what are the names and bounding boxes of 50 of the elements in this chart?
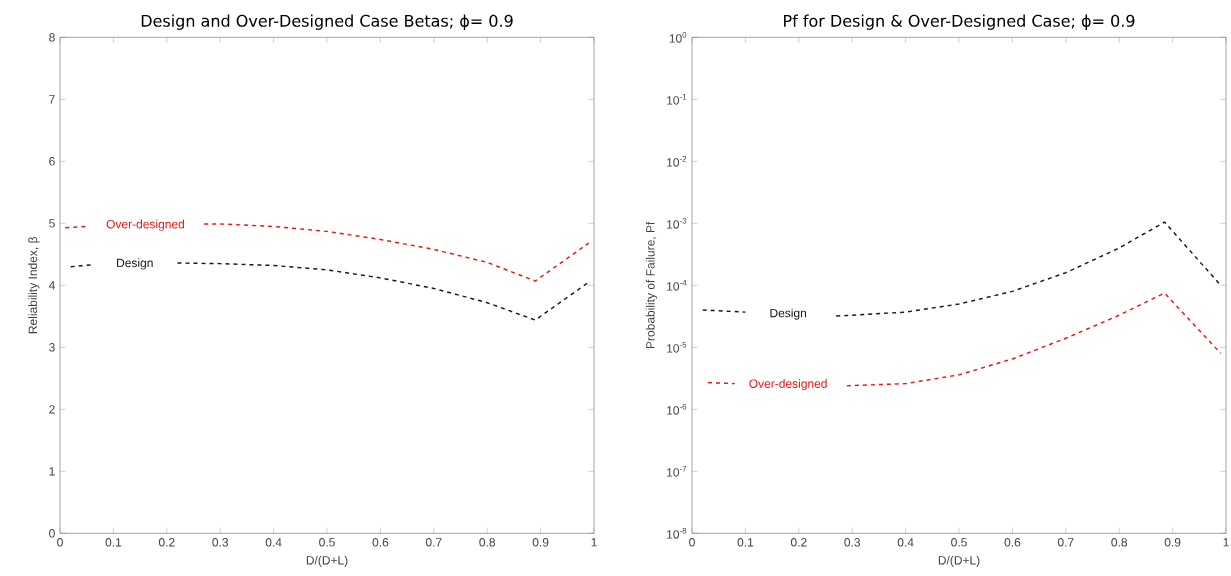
x-tick-label: 0.9 <box>532 538 549 547</box>
x-tick-label: 0.3 <box>844 538 861 547</box>
y-tick-label: 10$^{0}$ <box>669 31 687 43</box>
x-tick-label: 0.4 <box>265 538 282 547</box>
text: Design <box>770 308 807 320</box>
x-tick-label: 0.6 <box>372 538 389 547</box>
x-tick-label: 0.6 <box>1004 538 1021 547</box>
y-tick-label: 10$^{-3}$ <box>667 217 687 229</box>
y-tick-label: 2 <box>49 405 55 414</box>
y-tick-label: 10$^{-5}$ <box>667 341 687 353</box>
y-tick-label: 10$^{-1}$ <box>667 93 687 105</box>
y-tick-label: 5 <box>49 219 55 228</box>
x-tick-label: 0.8 <box>1111 538 1128 547</box>
x-tick-label: 0.2 <box>790 538 807 547</box>
y-tick-label: 6 <box>49 157 55 166</box>
y-tick-label: 8 <box>49 33 55 42</box>
chart-title: Design and Over-Designed Case Betas; ϕ= 0.9 <box>141 14 513 30</box>
x-axis-title: D/(D+L) <box>938 555 980 567</box>
x-tick-label: 1 <box>591 538 597 547</box>
y-tick-label: 7 <box>49 95 55 104</box>
text: Design <box>117 258 153 270</box>
x-tick-label: 1 <box>1223 538 1229 547</box>
x-tick-label: 0.8 <box>479 538 496 547</box>
x-tick-label: 0.9 <box>1164 538 1181 547</box>
series-label: Over-designed <box>749 379 827 391</box>
y-tick-label: 1 <box>49 467 55 476</box>
y-tick-label: 10$^{-6}$ <box>667 403 687 415</box>
x-tick-label: 0.2 <box>158 538 175 547</box>
y-tick-label: 10$^{-4}$ <box>667 279 687 291</box>
x-tick-label: 0.3 <box>212 538 229 547</box>
x-tick-label: 0 <box>57 538 63 547</box>
x-tick-label: 0.5 <box>951 538 967 547</box>
x-tick-label: 0.1 <box>105 538 122 547</box>
x-tick-label: 0.1 <box>737 538 754 547</box>
x-tick-label: 0 <box>689 538 695 547</box>
chart-title: Pf for Design & Over-Designed Case; ϕ= 0.9 <box>784 14 1135 30</box>
y-tick-label: 0 <box>49 529 55 538</box>
x-tick-label: 0.4 <box>897 538 914 547</box>
x-tick-label: 0.7 <box>1057 538 1074 547</box>
y-tick-label: 10$^{-2}$ <box>667 155 687 167</box>
y-tick-label: 10$^{-7}$ <box>667 465 687 477</box>
y-tick-label: 10$^{-8}$ <box>667 527 687 539</box>
y-axis-title: Probability of Failure, Pf <box>645 221 658 349</box>
x-axis-title: D/(D+L) <box>306 555 348 567</box>
y-axis-title: Reliability Index, β <box>28 237 40 334</box>
y-tick-label: 4 <box>48 281 55 290</box>
x-tick-label: 0.5 <box>319 538 335 547</box>
x-tick-label: 0.7 <box>425 538 442 547</box>
series-label: Over-designed <box>106 219 185 231</box>
y-tick-label: 3 <box>49 343 55 352</box>
